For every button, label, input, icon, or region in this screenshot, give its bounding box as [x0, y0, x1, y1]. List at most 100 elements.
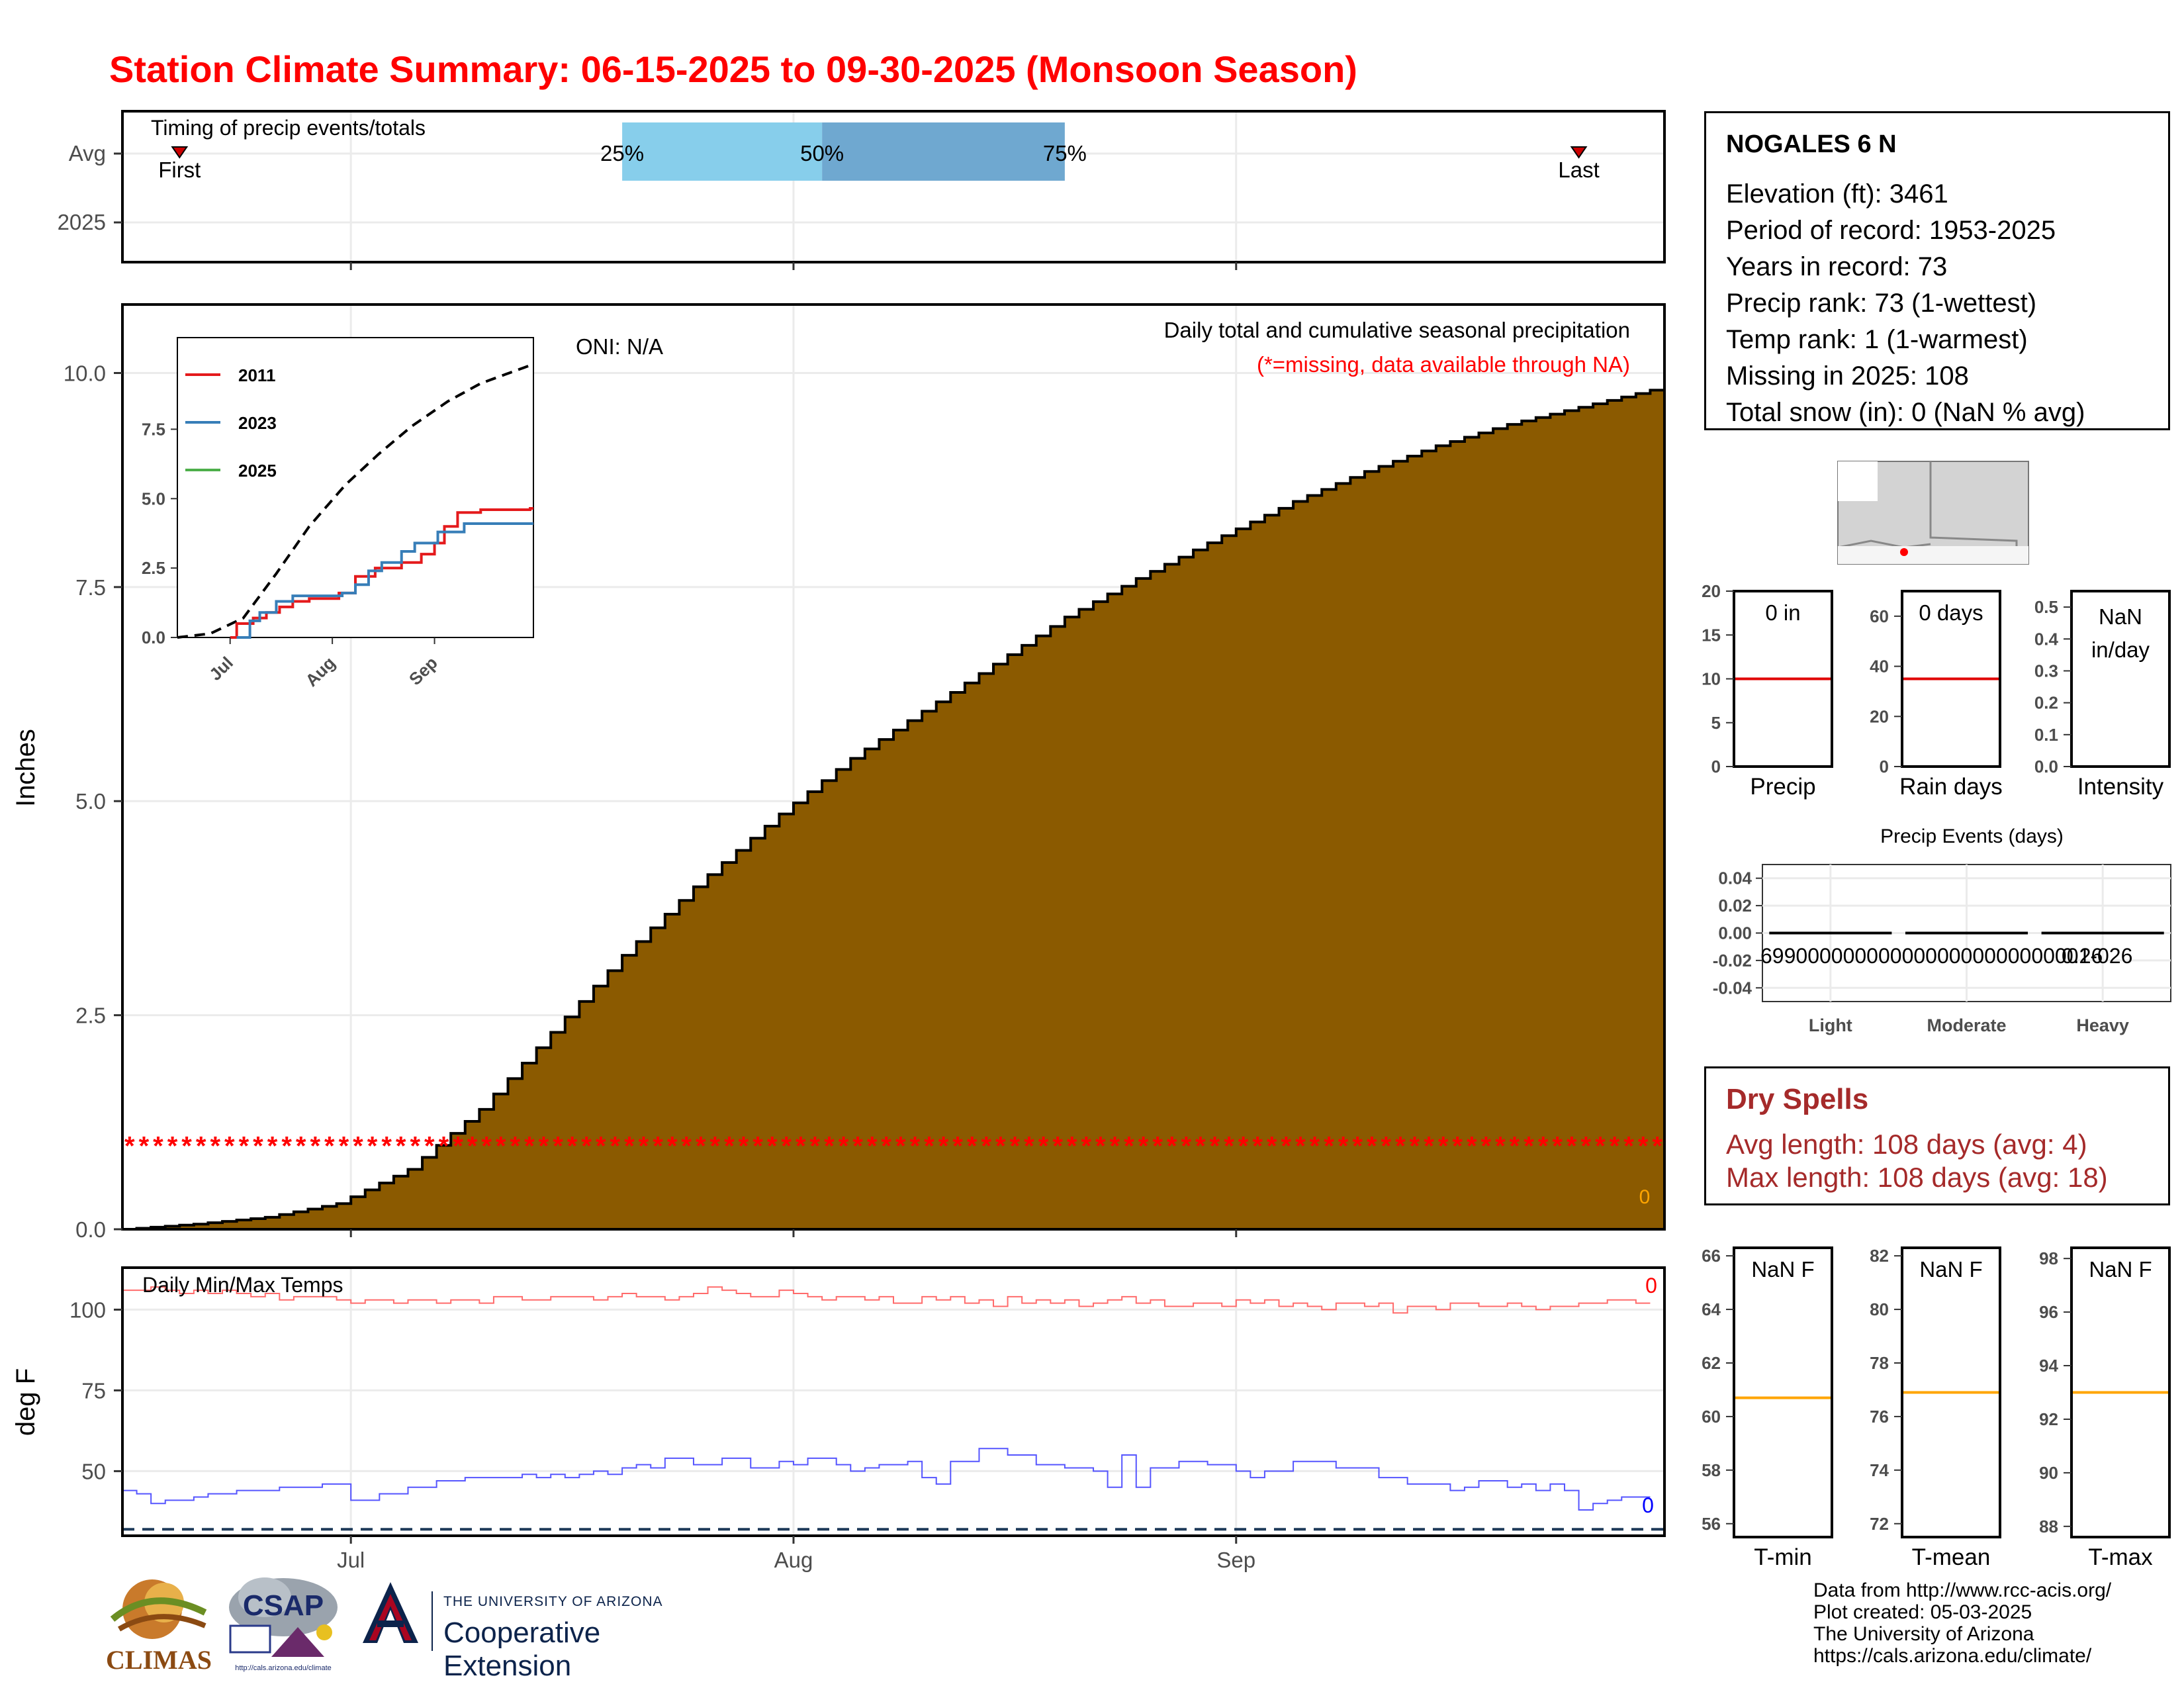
precip-ytick-label: 10.0 — [64, 361, 106, 385]
missing-data-star: * — [1081, 1132, 1091, 1161]
tmin_gauge-ytick-label: 64 — [1702, 1299, 1721, 1319]
precip_gauge-ytick-label: 5 — [1711, 713, 1721, 733]
missing-data-star: * — [1367, 1132, 1377, 1161]
missing-data-star: * — [881, 1132, 891, 1161]
missing-data-star: * — [339, 1132, 349, 1161]
missing-data-star: * — [681, 1132, 692, 1161]
missing-data-star: * — [1381, 1132, 1392, 1161]
credit-plot-created: Plot created: 05-03-2025 — [1813, 1601, 2032, 1623]
missing-data-star: * — [1467, 1132, 1477, 1161]
precip_gauge-ytick-label: 15 — [1702, 625, 1721, 645]
csap-logo-icon: CSAP http://cals.arizona.edu/climate — [229, 1577, 338, 1672]
missing-data-star: * — [1124, 1132, 1134, 1161]
locator-map-border-south — [1837, 539, 1931, 549]
missing-data-star: * — [781, 1132, 792, 1161]
missing-data-star: * — [267, 1132, 278, 1161]
missing-data-star: * — [1610, 1132, 1620, 1161]
percentile-box-upper — [822, 122, 1065, 181]
missing-data-star: * — [1281, 1132, 1291, 1161]
missing-data-star: * — [1324, 1132, 1334, 1161]
timing-marker-triangle — [171, 146, 189, 159]
tmax_gauge-ytick-label: 90 — [2039, 1463, 2058, 1483]
ua-divider — [432, 1591, 433, 1651]
missing-data-star: * — [1510, 1132, 1520, 1161]
missing-data-star: * — [1267, 1132, 1277, 1161]
missing-data-star: * — [1581, 1132, 1592, 1161]
missing-data-star: * — [910, 1132, 921, 1161]
station-elevation: Elevation (ft): 3461 — [1726, 179, 1948, 209]
missing-data-star: * — [153, 1132, 163, 1161]
month-xtick-label: Jul — [337, 1548, 365, 1572]
missing-data-star: * — [581, 1132, 592, 1161]
temp-ytick-label: 75 — [81, 1378, 106, 1403]
tmax_gauge-ytick-label: 88 — [2039, 1517, 2058, 1536]
missing-data-star: * — [1138, 1132, 1149, 1161]
missing-data-star: * — [1195, 1132, 1206, 1161]
station-name: NOGALES 6 N — [1726, 130, 1897, 158]
raindays_gauge-value-label: 0 days — [1919, 600, 1983, 625]
missing-data-star: * — [210, 1132, 220, 1161]
events-xtick-label: Light — [1809, 1015, 1852, 1035]
climas-wordmark: CLIMAS — [106, 1645, 212, 1675]
missing-data-star: * — [1623, 1132, 1634, 1161]
missing-data-star: * — [1652, 1132, 1662, 1161]
tmax_gauge-ytick-label: 94 — [2039, 1356, 2058, 1376]
precip-ytick-label: 2.5 — [75, 1004, 106, 1028]
credit-url: https://cals.arizona.edu/climate/ — [1813, 1645, 2092, 1667]
temp-ytick-label: 100 — [69, 1297, 106, 1322]
missing-data-star: * — [767, 1132, 778, 1161]
missing-data-star: * — [239, 1132, 250, 1161]
inset-ytick-label: 2.5 — [142, 558, 165, 578]
precip-panel-border — [121, 303, 1666, 1231]
precip-ytick-label: 5.0 — [75, 789, 106, 814]
missing-data-star: * — [924, 1132, 934, 1161]
oni-label: ONI: N/A — [576, 334, 663, 359]
missing-data-star: * — [610, 1132, 621, 1161]
missing-data-star: * — [253, 1132, 263, 1161]
missing-data-star: * — [439, 1132, 449, 1161]
dry-spells-avg: Avg length: 108 days (avg: 4) — [1726, 1129, 2087, 1160]
intensity_gauge-ytick-label: 0.0 — [2034, 757, 2058, 776]
month-xtick-label: Aug — [774, 1548, 813, 1572]
credits: Data from http://www.rcc-acis.org/ Plot … — [1813, 1579, 2111, 1667]
missing-data-star: * — [796, 1132, 806, 1161]
inset-series-2011 — [230, 506, 533, 639]
csap-logo: CSAP http://cals.arizona.edu/climate — [225, 1574, 341, 1673]
missing-data-star: * — [1110, 1132, 1120, 1161]
missing-data-star: * — [639, 1132, 649, 1161]
precip_gauge-value-label: 0 in — [1765, 600, 1800, 625]
precip_gauge-ytick-label: 0 — [1711, 757, 1721, 776]
missing-data-star: * — [539, 1132, 549, 1161]
events-xtick-label: Heavy — [2076, 1015, 2129, 1035]
precip-ytick-label: 7.5 — [75, 575, 106, 600]
cumulative-avg-step-line — [122, 389, 1664, 1231]
timing-marker-label: First — [158, 158, 201, 182]
precip-total-label: 0 — [1639, 1186, 1651, 1208]
missing-data-star: * — [1224, 1132, 1234, 1161]
missing-data-star: * — [481, 1132, 492, 1161]
inset-legend-label: 2011 — [238, 365, 275, 385]
missing-data-star: * — [1167, 1132, 1177, 1161]
raindays_gauge-xlabel: Rain days — [1899, 774, 2003, 800]
timing-marker-label: Last — [1558, 158, 1599, 182]
station-precip-rank: Precip rank: 73 (1-wettest) — [1726, 289, 2037, 318]
missing-data-star: * — [710, 1132, 721, 1161]
station-temp-rank: Temp rank: 1 (1-warmest) — [1726, 325, 2028, 354]
tmin_gauge-box — [1733, 1246, 1833, 1538]
precip-ylabel: Inches — [11, 729, 40, 807]
missing-data-star: * — [824, 1132, 835, 1161]
tmax_gauge-ytick-label: 96 — [2039, 1302, 2058, 1322]
csap-url: http://cals.arizona.edu/climate — [235, 1664, 332, 1672]
station-period: Period of record: 1953-2025 — [1726, 216, 2056, 245]
missing-data-star: * — [667, 1132, 678, 1161]
timing-panel-border — [121, 110, 1666, 263]
precip-heading: Daily total and cumulative seasonal prec… — [1164, 318, 1630, 342]
tmean_gauge-ytick-label: 82 — [1870, 1246, 1889, 1266]
missing-data-star: * — [1152, 1132, 1163, 1161]
timing-panel-label: Timing of precip events/totals — [151, 116, 426, 140]
missing-data-star: * — [895, 1132, 906, 1161]
missing-data-star: * — [381, 1132, 392, 1161]
missing-data-star: * — [1052, 1132, 1063, 1161]
tmax_gauge-value-label: NaN F — [2089, 1257, 2152, 1282]
